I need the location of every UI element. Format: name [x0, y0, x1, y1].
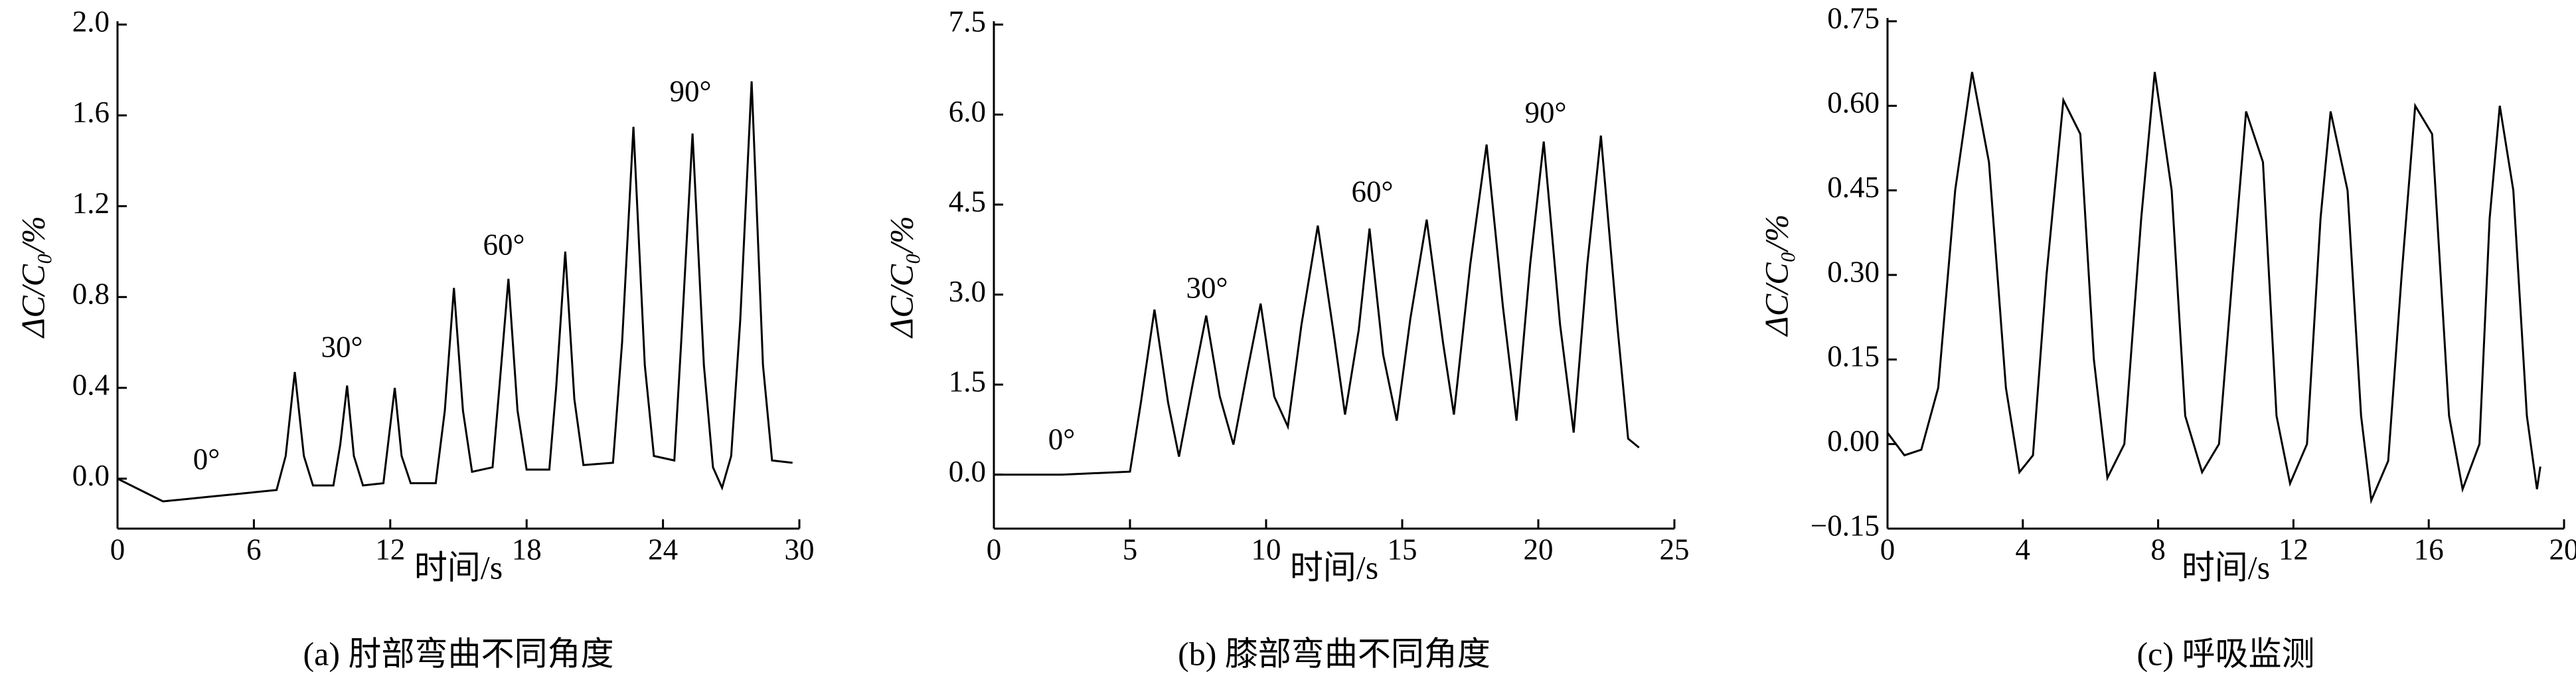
y-tick-label: 2.0 — [72, 5, 110, 38]
data-line — [994, 135, 1640, 476]
x-tick-label: 10 — [1251, 533, 1281, 566]
x-tick-label: 25 — [1660, 533, 1690, 566]
y-tick-label: 1.5 — [949, 365, 986, 398]
caption: (c) 呼吸监测 — [2137, 635, 2315, 672]
y-tick-label: 0.4 — [72, 368, 110, 401]
data-line — [117, 81, 793, 503]
x-tick-label: 0 — [110, 533, 125, 566]
y-tick-label: 0.45 — [1827, 171, 1880, 204]
caption: (a) 肘部弯曲不同角度 — [303, 635, 614, 672]
y-tick-label: 7.5 — [949, 5, 986, 38]
annotation: 0° — [1048, 422, 1076, 456]
y-tick-label: 3.0 — [949, 275, 986, 308]
annotation: 60° — [1352, 175, 1394, 208]
x-tick-label: 5 — [1123, 533, 1138, 566]
y-tick-label: 0.75 — [1827, 1, 1880, 35]
x-tick-label: 8 — [2150, 533, 2166, 566]
y-tick-label: 0.30 — [1827, 255, 1880, 288]
y-tick-label: 0.15 — [1827, 340, 1880, 373]
x-tick-label: 15 — [1388, 533, 1417, 566]
data-line — [1886, 72, 2541, 505]
y-tick-label: −0.15 — [1811, 509, 1880, 542]
caption: (b) 膝部弯曲不同角度 — [1178, 635, 1490, 672]
annotation: 30° — [1186, 271, 1228, 304]
x-tick-label: 16 — [2414, 533, 2444, 566]
y-tick-label: 6.0 — [949, 95, 986, 128]
x-tick-label: 20 — [2549, 533, 2576, 566]
y-tick-label: 1.6 — [72, 96, 110, 129]
x-tick-label: 0 — [987, 533, 1002, 566]
y-tick-label: 0.0 — [72, 459, 110, 492]
y-tick-label: 0.60 — [1827, 86, 1880, 120]
y-tick-label: 0.0 — [949, 455, 986, 488]
x-tick-label: 4 — [2016, 533, 2031, 566]
annotation: 60° — [483, 228, 525, 261]
y-tick-label: 0.8 — [72, 278, 110, 311]
y-tick-label: 0.00 — [1827, 424, 1880, 458]
x-tick-label: 12 — [375, 533, 405, 566]
y-tick-label: 1.2 — [72, 187, 110, 220]
y-axis-label: ΔC/C₀/% — [882, 216, 920, 339]
x-tick-label: 30 — [785, 533, 815, 566]
annotation: 0° — [193, 442, 220, 475]
x-axis-label: 时间/s — [1290, 549, 1378, 586]
x-tick-label: 24 — [648, 533, 678, 566]
x-tick-label: 18 — [512, 533, 542, 566]
annotation: 90° — [1525, 96, 1567, 129]
x-tick-label: 12 — [2279, 533, 2308, 566]
x-axis-label: 时间/s — [414, 549, 503, 586]
annotation: 90° — [670, 74, 712, 108]
x-tick-label: 0 — [1880, 533, 1895, 566]
annotation: 30° — [321, 330, 363, 363]
x-axis-label: 时间/s — [2182, 549, 2270, 586]
y-tick-label: 4.5 — [949, 185, 986, 218]
y-axis-label: ΔC/C₀/% — [14, 216, 51, 339]
y-axis-label: ΔC/C₀/% — [1757, 214, 1795, 337]
x-tick-label: 20 — [1524, 533, 1554, 566]
x-tick-label: 6 — [246, 533, 262, 566]
